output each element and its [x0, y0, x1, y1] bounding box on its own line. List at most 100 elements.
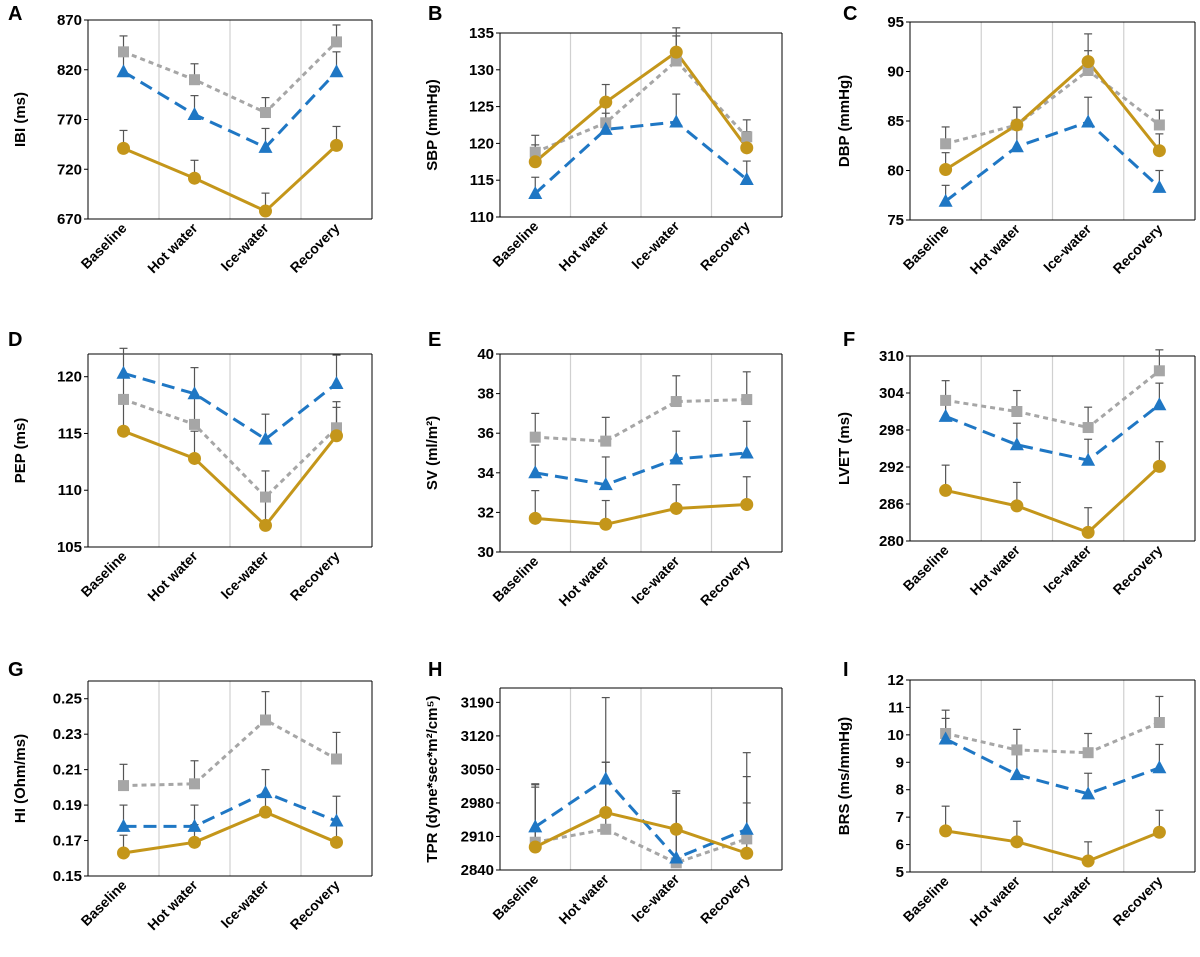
data-point-gray — [940, 394, 952, 406]
series-line-gray — [122, 40, 338, 115]
y-tick-label: 292 — [879, 459, 904, 476]
data-point-blue — [1009, 767, 1024, 781]
chart-panel-g: G 0.15 0.17 0.19 0.21 0.23 0.25 Baseline Hot wat… — [8, 659, 373, 933]
y-tick-label: 870 — [57, 12, 82, 29]
data-point-gray — [331, 422, 342, 434]
panel-letter: B — [428, 3, 442, 25]
y-tick-label: 8 — [896, 782, 904, 799]
x-category-label: Hot water — [555, 870, 612, 927]
data-point-blue — [329, 376, 344, 390]
y-tick-label: 7 — [896, 809, 904, 826]
data-point-blue — [528, 185, 543, 199]
y-tick-label: 90 — [887, 64, 904, 81]
data-point-gray — [189, 418, 200, 430]
panel-letter: H — [428, 659, 442, 681]
x-category-label: Ice-water — [628, 870, 683, 925]
data-point-gray — [1082, 65, 1094, 77]
data-point-gold — [939, 824, 953, 838]
x-category-label: Baseline — [900, 542, 952, 594]
data-point-blue — [528, 819, 543, 833]
data-point-gold — [1081, 525, 1095, 539]
data-point-gray — [670, 55, 682, 67]
data-point-gray — [940, 138, 952, 150]
data-point-gold — [188, 835, 201, 849]
y-tick-label: 280 — [879, 533, 904, 550]
data-point-gold — [528, 155, 542, 169]
x-category-label: Recovery — [287, 548, 343, 604]
panel-letter: F — [843, 329, 855, 351]
data-point-blue — [258, 139, 273, 153]
series-line-gray — [945, 721, 1160, 755]
y-tick-label: 130 — [469, 62, 494, 79]
data-point-gold — [1152, 144, 1166, 158]
series-line-gold — [122, 144, 338, 213]
data-point-blue — [528, 465, 543, 479]
data-point-blue — [1009, 437, 1024, 451]
data-point-blue — [1081, 114, 1096, 128]
series-line-blue — [534, 777, 748, 860]
chart-panel-i: I 5 6 7 8 9 10 11 12 Baseline Hot water Ice-water Re… — [836, 659, 1196, 929]
series-line-blue — [944, 120, 1161, 203]
panel-letter: C — [843, 3, 857, 25]
x-category-label: Hot water — [555, 552, 612, 609]
data-point-blue — [669, 850, 684, 864]
y-tick-label: 12 — [887, 672, 904, 689]
data-point-blue — [187, 107, 202, 121]
chart-panel-d: D 105 110 115 120 Baseline Hot water Ice-water R… — [8, 329, 373, 604]
y-axis-title: SV (ml/m²) — [424, 416, 441, 490]
data-point-gray — [118, 46, 129, 58]
data-point-gold — [528, 511, 542, 525]
data-point-blue — [669, 451, 684, 465]
x-category-label: Recovery — [287, 877, 343, 933]
y-tick-label: 0.19 — [53, 797, 82, 814]
series-line-gold — [945, 829, 1160, 863]
data-point-blue — [598, 477, 613, 491]
y-tick-label: 105 — [57, 539, 82, 556]
y-tick-label: 80 — [887, 163, 904, 180]
x-category-label: Baseline — [78, 548, 130, 600]
series-line-blue — [123, 791, 338, 828]
data-point-gold — [330, 138, 343, 152]
data-point-blue — [116, 818, 131, 832]
x-category-label: Ice-water — [217, 547, 272, 602]
data-point-gold — [188, 171, 201, 185]
data-point-gray — [331, 753, 342, 765]
y-axis-title: SBP (mmHg) — [424, 79, 441, 170]
data-point-blue — [739, 821, 754, 835]
x-category-label: Ice-water — [628, 217, 683, 272]
data-point-gold — [330, 835, 343, 849]
data-point-blue — [938, 408, 953, 422]
x-category-label: Baseline — [78, 877, 130, 929]
chart-panel-h: H 2840 2910 2980 3050 3120 3190 Baseline Hot wat… — [424, 659, 783, 927]
data-point-gold — [1152, 459, 1166, 473]
y-tick-label: 670 — [57, 211, 82, 228]
data-point-gold — [1081, 55, 1095, 69]
x-category-label: Recovery — [697, 218, 753, 274]
series-line-gold — [945, 465, 1161, 534]
chart-panel-e: E 30 32 34 36 38 40 Baseline Hot water Ice-water R… — [424, 329, 783, 609]
data-point-blue — [739, 171, 754, 185]
y-tick-label: 770 — [57, 112, 82, 129]
data-point-gold — [599, 517, 613, 531]
x-category-label: Ice-water — [217, 219, 272, 274]
y-axis-title: TPR (dyne*sec*m²/cm⁵) — [424, 695, 441, 862]
series-line-gray — [945, 369, 1161, 430]
y-axis-title: DBP (mmHg) — [836, 75, 853, 167]
data-point-gold — [669, 45, 683, 59]
panel-letter: I — [843, 659, 849, 681]
series-line-blue — [123, 371, 338, 441]
x-category-label: Ice-water — [1040, 541, 1095, 596]
series-line-gold — [944, 60, 1161, 171]
data-point-gold — [669, 822, 683, 836]
data-point-gold — [1152, 825, 1166, 839]
panel-letter: D — [8, 329, 22, 351]
y-tick-label: 120 — [469, 135, 494, 152]
data-point-gray — [260, 714, 271, 726]
data-point-gold — [188, 451, 201, 465]
y-axis-title: HI (Ohm/ms) — [12, 734, 29, 823]
data-point-gray — [529, 431, 541, 443]
data-point-gold — [599, 806, 613, 820]
y-tick-label: 2840 — [461, 862, 494, 879]
data-point-gold — [939, 483, 953, 497]
